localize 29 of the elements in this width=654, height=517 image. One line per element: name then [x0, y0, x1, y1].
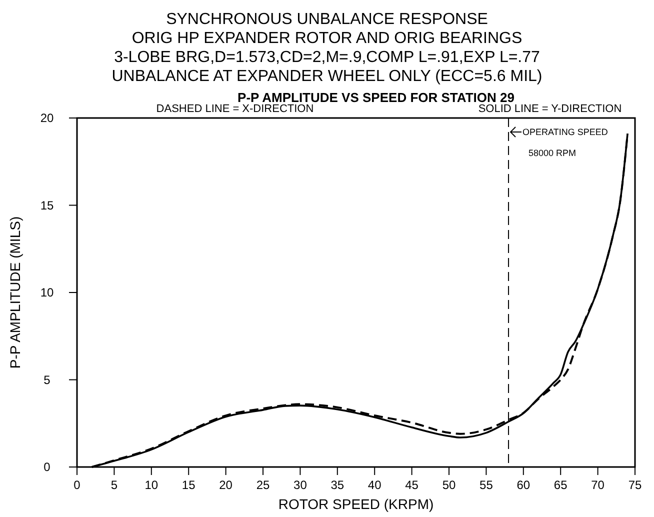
y-axis-title: P-P AMPLITUDE (MILS) [7, 216, 23, 369]
y-tick-label: 5 [44, 372, 51, 387]
annotation: 58000 RPM [528, 148, 576, 158]
x-tick-label: 15 [182, 478, 196, 492]
text: SOLID LINE = Y-DIRECTION [478, 103, 622, 115]
x-tick-label: 75 [628, 478, 642, 492]
x-tick-label: 50 [442, 478, 456, 492]
x-tick-label: 25 [256, 478, 270, 492]
x-tick-label: 55 [480, 478, 494, 492]
y-tick-label: 20 [40, 111, 54, 125]
chart-subtitle: P-P AMPLITUDE VS SPEED FOR STATION 29 [238, 90, 514, 105]
x-tick-label: 0 [74, 478, 81, 492]
x-tick-label: 60 [516, 478, 530, 492]
chart-title: SYNCHRONOUS UNBALANCE RESPONSE ORIG HP EXPANDER ROTOR AND ORIG BEARINGS 3-LOBE BRG,D=1.573,CD=2,M=.9,COMP L=.91,EXP L=.77 UNBALANCE AT EXPANDER WHEEL ONLY (ECC=5.6 MIL) [112, 11, 542, 85]
y-tick-label: 15 [40, 198, 54, 212]
x-tick-label: 10 [144, 478, 158, 492]
x-tick-label: 5 [110, 478, 118, 492]
x-tick-label: 70 [591, 478, 605, 492]
x-tick-label: 35 [330, 478, 344, 492]
ref-line-label: OPERATING SPEED [522, 127, 608, 137]
x-tick-label: 65 [554, 478, 568, 492]
x-axis-title: ROTOR SPEED (KRPM) [278, 496, 434, 512]
text: DASHED LINE = X-DIRECTION [156, 103, 314, 115]
y-tick-label: 10 [40, 286, 54, 300]
x-tick-label: 20 [219, 478, 233, 492]
x-tick-label: 40 [368, 478, 382, 492]
x-tick-label: 45 [405, 478, 419, 492]
x-tick-label: 30 [294, 478, 308, 492]
y-tick-label: 0 [44, 460, 51, 474]
